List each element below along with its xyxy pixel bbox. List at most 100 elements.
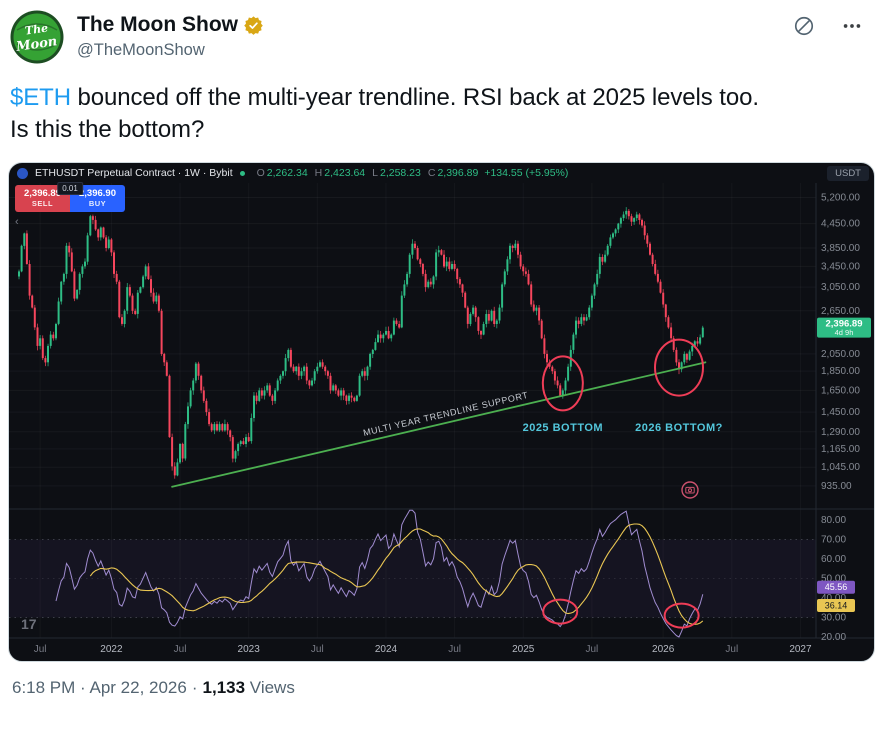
camera-sticker-icon [681, 481, 699, 499]
rsi-value-badge: 45.56 [825, 582, 848, 592]
rsi-bottom-circle [542, 598, 579, 625]
multi-year-trendline [171, 361, 707, 488]
price-axis-label: 3,850.00 [821, 243, 860, 254]
tweet-footer: 6:18 PM · Apr 22, 2026 · 1,133 Views [0, 662, 883, 714]
rsi-ma-line [89, 523, 704, 625]
low-label: L [372, 167, 378, 179]
last-price-tag: 2,396.89 [826, 319, 863, 330]
high-value: 2,423.64 [324, 167, 366, 179]
cashtag-eth-link[interactable]: $ETH [10, 84, 71, 111]
rsi-axis-label: 70.00 [821, 535, 846, 546]
mute-icon[interactable] [793, 15, 815, 37]
svg-text:The: The [24, 21, 49, 37]
bybit-exchange-icon [17, 167, 28, 179]
tweet-header-actions [793, 10, 867, 37]
footer-separator: · [191, 678, 198, 697]
rsi-axis-label: 30.00 [821, 613, 846, 624]
candlesticks [18, 207, 704, 479]
time-axis-label: Jul [585, 644, 598, 655]
open-value: 2,262.34 [266, 167, 308, 179]
time-axis-label: Jul [34, 644, 47, 655]
views-label: Views [249, 678, 295, 697]
price-axis-label: 3,050.00 [821, 282, 860, 293]
spread-value: 0.01 [57, 182, 83, 195]
chart-gridlines [9, 196, 816, 487]
time-axis-label: 2023 [238, 644, 261, 655]
axes: 5,200.00 4,450.00 3,850.00 3,450.00 3,050.00… [9, 183, 874, 655]
close-value: 2,396.89 [437, 167, 479, 179]
price-axis-label: 1,165.00 [821, 444, 860, 455]
price-axis-label: 3,450.00 [821, 261, 860, 272]
time-axis-label: Jul [725, 644, 738, 655]
tweet-header: The Moon The Moon Show @TheMoonShow [0, 0, 883, 64]
price-axis-label: 4,450.00 [821, 219, 860, 230]
tweet-text: $ETH bounced off the multi-year trendlin… [0, 64, 883, 162]
rsi-axis-label: 80.00 [821, 515, 846, 526]
rsi-pane [9, 509, 816, 638]
bar-countdown: 4d 9h [835, 328, 854, 337]
time-axis-label: 2027 [789, 644, 812, 655]
avatar[interactable]: The Moon [10, 10, 64, 64]
price-axis-label: 5,200.00 [821, 193, 860, 204]
open-label: O [256, 167, 265, 179]
buy-label: BUY [88, 198, 107, 208]
rsi-axis-label: 40.00 [821, 593, 846, 604]
time-axis-label: 2025 [512, 644, 535, 655]
low-value: 2,258.23 [379, 167, 421, 179]
price-axis-label: 1,850.00 [821, 366, 860, 377]
author-name[interactable]: The Moon Show [77, 13, 238, 36]
ohlc-readout: O 2,262.34 H 2,423.64 L 2,258.23 C 2,396… [252, 167, 569, 179]
sell-label: SELL [31, 198, 54, 208]
price-axis-label: 2,650.00 [821, 306, 860, 317]
time-axis-label: 2022 [100, 644, 123, 655]
tweet-text-line1: $ETH bounced off the multi-year trendlin… [10, 82, 873, 114]
rsi-axis-label: 50.00 [821, 574, 846, 585]
rsi-axis-label: 20.00 [821, 632, 846, 643]
bottom-circle-marker [654, 338, 704, 397]
change-value: +134.55 (+5.95%) [484, 167, 569, 179]
market-status-dot [239, 170, 245, 176]
timestamp-link[interactable]: 6:18 PM · Apr 22, 2026 [12, 678, 187, 697]
time-axis-label: Jul [448, 644, 461, 655]
svg-text:Moon: Moon [14, 34, 58, 55]
close-label: C [427, 167, 436, 179]
chart-header-bar: ETHUSDT Perpetual Contract · 1W · Bybit … [9, 163, 874, 183]
tweet-text-line2: Is this the bottom? [10, 116, 205, 143]
price-axis-label: 1,045.00 [821, 462, 860, 473]
chart-symbol-title: ETHUSDT Perpetual Contract · 1W · Bybit [35, 167, 233, 179]
currency-toggle: USDT [827, 166, 869, 181]
toolbar-collapse-chevron: ‹ [15, 216, 19, 228]
moon-show-logo: The Moon [10, 10, 64, 64]
rsi-line [55, 509, 704, 638]
rsi-bottom-circle [663, 602, 700, 629]
time-axis-label: Jul [174, 644, 187, 655]
time-axis-label: 2024 [375, 644, 398, 655]
price-axis-label: 2,050.00 [821, 349, 860, 360]
author-block: The Moon Show @TheMoonShow [77, 10, 264, 60]
tweet-text-rest: bounced off the multi-year trendline. RS… [70, 84, 759, 111]
views-stat[interactable]: 1,133 Views [203, 678, 295, 698]
price-axis-label: 935.00 [821, 481, 852, 492]
rsi-ma-value-badge: 36.14 [825, 601, 848, 611]
bottom-circle-marker [541, 355, 584, 412]
price-axis-label: 1,450.00 [821, 407, 860, 418]
bottom-annotation-label: 2026 BOTTOM? [635, 422, 723, 434]
trendline-label: MULTI YEAR TRENDLINE SUPPORT [362, 390, 529, 438]
sell-price: 2,396.89 [24, 188, 61, 200]
chart-media-attachment[interactable]: ETHUSDT Perpetual Contract · 1W · Bybit … [8, 162, 875, 662]
author-handle[interactable]: @TheMoonShow [77, 41, 205, 59]
rsi-axis-label: 60.00 [821, 554, 846, 565]
tradingview-logo: 17 [21, 616, 37, 632]
gold-verified-badge-icon [243, 15, 264, 36]
more-button[interactable] [841, 15, 863, 37]
views-count: 1,133 [202, 678, 246, 697]
price-axis-label: 1,650.00 [821, 385, 860, 396]
time-axis-label: 2026 [652, 644, 675, 655]
price-axis-label: 1,290.00 [821, 427, 860, 438]
time-axis-label: Jul [311, 644, 324, 655]
order-panel: 2,396.89 SELL 2,396.90 BUY 0.01 [15, 182, 125, 212]
high-label: H [314, 167, 323, 179]
